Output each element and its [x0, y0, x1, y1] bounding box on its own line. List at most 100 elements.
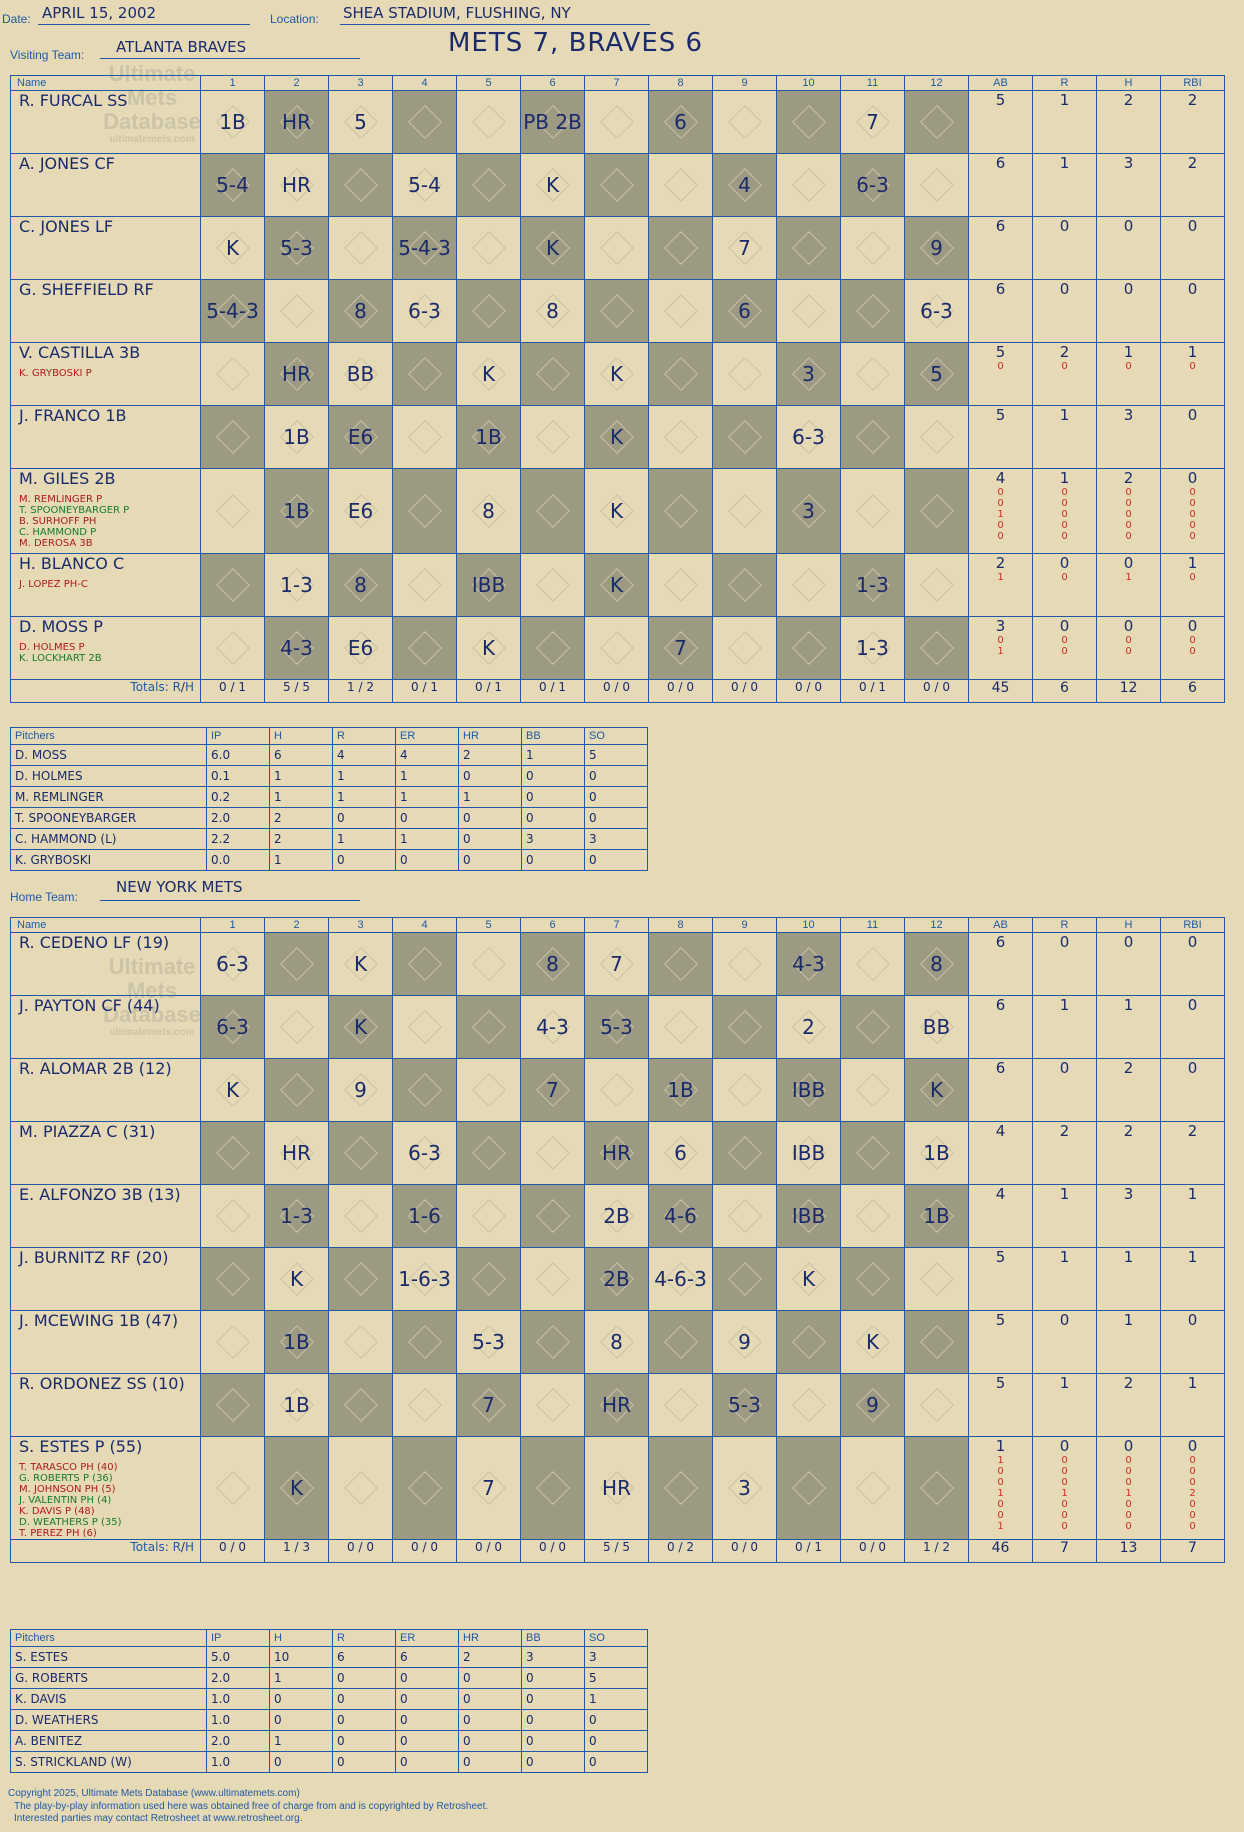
substitute-name: K. LOCKHART 2B [19, 653, 102, 664]
batter-row: M. GILES 2B M. REMLINGER P T. SPOONEYBARGE… [10, 468, 1225, 554]
stat-ab: 6 [968, 153, 1033, 217]
inning-header: 1 [200, 75, 265, 91]
at-bat-cell [200, 1121, 265, 1185]
pitching-stat: 5 [584, 1667, 648, 1689]
at-bat-cell [456, 1121, 521, 1185]
sub-stat: 0 [1125, 1510, 1132, 1521]
stat-r: 0 [1032, 1058, 1097, 1122]
sub-stat: 0 [1125, 1455, 1132, 1466]
diamond-icon [791, 568, 826, 602]
at-bat-cell: 5-3 [712, 1373, 777, 1437]
sub-stat: 0 [997, 1499, 1004, 1510]
inning-total: 1 / 2 [328, 679, 393, 703]
play-result: 4 [738, 173, 751, 197]
pitching-stat: 0 [332, 807, 396, 829]
batter-name: H. BLANCO C [19, 554, 125, 573]
play-result: 6-3 [216, 1015, 249, 1039]
diamond-icon [535, 1136, 570, 1170]
stat-header: H [1096, 917, 1161, 933]
sub-stat: 0 [1061, 572, 1068, 583]
diamond-icon [727, 357, 762, 391]
play-result: BB [346, 362, 375, 386]
diamond-icon [919, 568, 954, 602]
at-bat-cell: 3 [776, 468, 841, 554]
inning-total: 0 / 1 [200, 679, 265, 703]
batter-name: G. SHEFFIELD RF [19, 280, 154, 299]
stat-r: 1 [1032, 1373, 1097, 1437]
sub-stat: 0 [1189, 531, 1196, 542]
play-result: 1B [283, 1393, 310, 1417]
pitching-stat: 1 [269, 849, 333, 871]
pitching-stat: 0.2 [206, 786, 270, 808]
diamond-icon [471, 231, 506, 265]
at-bat-cell [328, 1247, 393, 1311]
stat-header: RBI [1160, 75, 1225, 91]
at-bat-cell [648, 1373, 713, 1437]
batter-name-cell: V. CASTILLA 3B K. GRYBOSKI P [10, 342, 201, 406]
pitching-stat: 0 [395, 849, 459, 871]
diamond-icon [215, 1262, 250, 1296]
at-bat-cell: 9 [840, 1373, 905, 1437]
sub-stat: 0 [997, 635, 1004, 646]
sub-stat: 0 [1189, 1499, 1196, 1510]
at-bat-cell [392, 468, 457, 554]
sub-stat: 0 [1061, 1466, 1068, 1477]
pitching-stat: 1 [332, 765, 396, 787]
pitching-stat: 0 [395, 1688, 459, 1710]
at-bat-cell: 8 [584, 1310, 649, 1374]
at-bat-cell [392, 995, 457, 1059]
play-result: 2 [802, 1015, 815, 1039]
pitching-stat: 2.0 [206, 807, 270, 829]
sub-stat: 0 [1189, 646, 1196, 657]
stat-h: 0 [1096, 279, 1161, 343]
total-stat: 7 [1032, 1539, 1097, 1563]
sub-stat: 1 [997, 1455, 1004, 1466]
at-bat-cell [776, 616, 841, 680]
stat-h: 3 [1096, 405, 1161, 469]
diamond-icon [919, 631, 954, 665]
inning-total: 1 / 2 [904, 1539, 969, 1563]
at-bat-cell [776, 153, 841, 217]
at-bat-cell: IBB [776, 1184, 841, 1248]
at-bat-cell [776, 216, 841, 280]
play-result: 6-3 [408, 1141, 441, 1165]
stat-rbi: 0 [1160, 279, 1225, 343]
name-header: Name [10, 75, 201, 91]
play-result: 4-6-3 [654, 1267, 707, 1291]
pitcher-name: D. WEATHERS [10, 1709, 207, 1731]
sub-stat: 0 [1125, 520, 1132, 531]
substitute-name: D. HOLMES P [19, 642, 85, 653]
play-result: K [609, 362, 624, 386]
batter-name-cell: J. BURNITZ RF (20) [10, 1247, 201, 1311]
batter-name-cell: J. FRANCO 1B [10, 405, 201, 469]
diamond-icon [919, 494, 954, 528]
substitute-name: C. HAMMOND P [19, 527, 97, 538]
at-bat-cell: 4-3 [776, 932, 841, 996]
pitching-stat: 0 [521, 786, 585, 808]
at-bat-cell: E6 [328, 468, 393, 554]
name-header: Name [10, 917, 201, 933]
play-result: 1-3 [280, 1204, 313, 1228]
at-bat-cell [392, 553, 457, 617]
batter-name: A. JONES CF [19, 154, 115, 173]
play-result: 7 [610, 952, 623, 976]
diamond-icon [343, 1388, 378, 1422]
at-bat-cell [648, 1310, 713, 1374]
inning-header: 7 [584, 75, 649, 91]
stat-ab: 5 [968, 1247, 1033, 1311]
diamond-icon [343, 1325, 378, 1359]
diamond-icon [855, 1073, 890, 1107]
pitcher-row: D. HOLMES 0.1 1 1 1 0 0 0 [10, 765, 648, 787]
pitcher-row: S. ESTES 5.0 10 6 6 2 3 3 [10, 1646, 648, 1668]
sub-stat: 2 [1189, 1488, 1196, 1499]
at-bat-cell: 9 [328, 1058, 393, 1122]
at-bat-cell: 6-3 [904, 279, 969, 343]
at-bat-cell: K [264, 1247, 329, 1311]
pitching-stat: 1.0 [206, 1751, 270, 1773]
play-result: 5-4 [408, 173, 441, 197]
at-bat-cell: 5-4-3 [392, 216, 457, 280]
batter-row: V. CASTILLA 3B K. GRYBOSKI P HR BB K K 3 5 5 0 2 0 1… [10, 342, 1225, 406]
